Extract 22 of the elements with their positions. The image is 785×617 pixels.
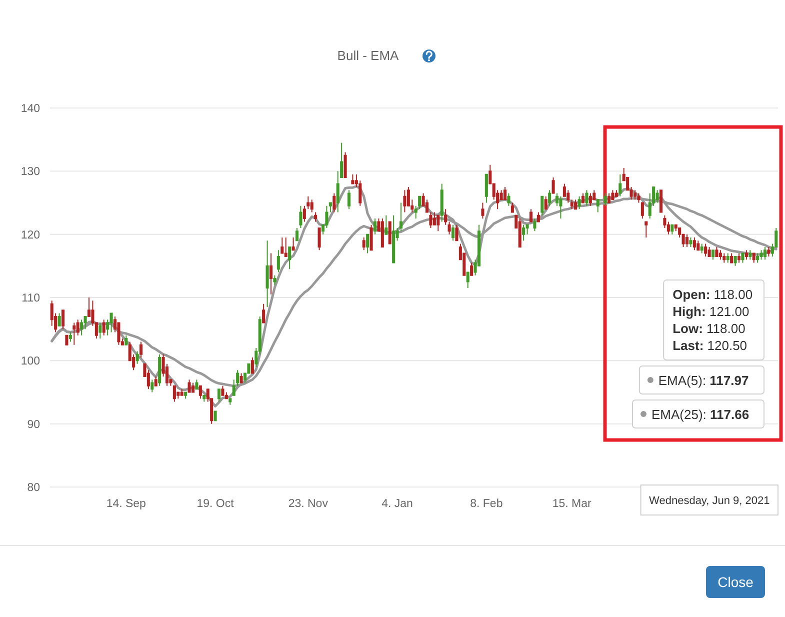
x-tick-label: 23. Nov <box>288 498 328 510</box>
annotation: Last: 120.50 <box>672 338 748 353</box>
annotation: Low: 118.00 <box>672 321 746 336</box>
chart-subtitle: Bull - EMA <box>337 48 400 63</box>
y-tick-label: 110 <box>22 292 40 304</box>
y-tick-label: 90 <box>27 418 40 431</box>
text: Wednesday, Jun 9, 2021 <box>649 495 770 507</box>
annotation: EMA(5): 117.97 <box>658 373 749 388</box>
annotation: High: 121.00 <box>672 304 750 319</box>
y-tick-label: 120 <box>20 229 40 242</box>
annotation: EMA(25): 117.66 <box>652 407 750 422</box>
close-button: Close <box>706 566 765 598</box>
x-tick-label: 8. Feb <box>470 498 503 510</box>
annotation: Open: 118.00 <box>672 287 753 302</box>
y-tick-label: 80 <box>27 482 40 494</box>
y-tick-label: 140 <box>20 103 40 115</box>
x-tick-label: 19. Oct <box>196 498 235 510</box>
x-tick-label: 14. Sep <box>106 498 146 510</box>
x-tick-label: 4. Jan <box>382 498 413 510</box>
y-tick-label: 130 <box>20 166 40 178</box>
x-tick-label: 15. Mar <box>552 498 592 510</box>
y-tick-label: 100 <box>20 356 40 368</box>
